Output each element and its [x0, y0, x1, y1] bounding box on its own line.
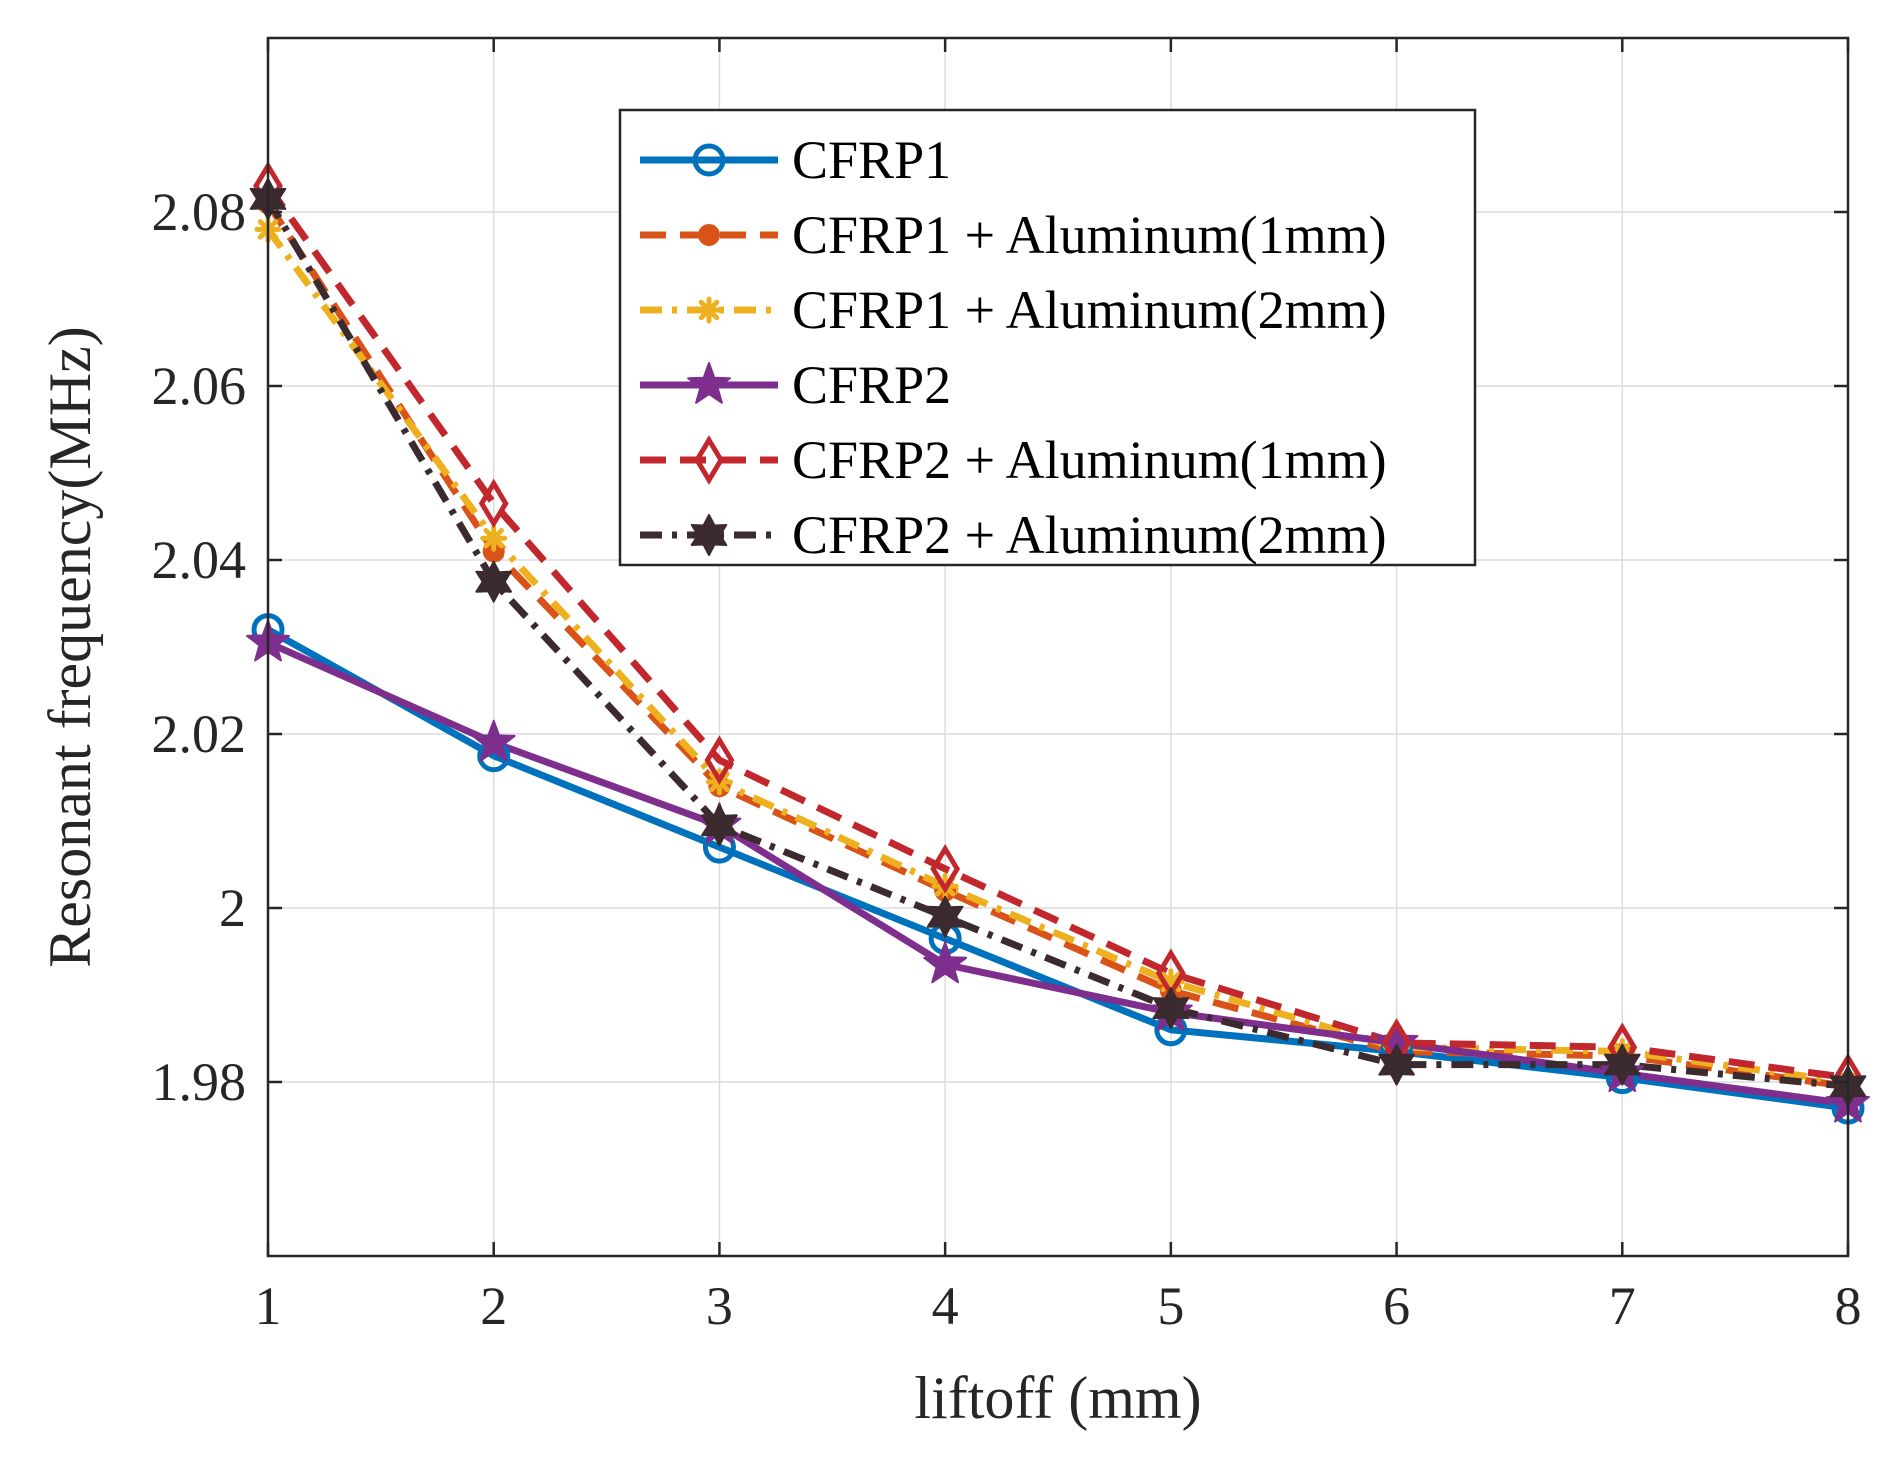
- legend-marker: [690, 514, 728, 556]
- data-point-series-6: [1604, 1043, 1641, 1086]
- series-line-6: [264, 197, 1849, 1090]
- x-tick-label: 6: [1383, 1276, 1410, 1336]
- series-markers: [246, 161, 1870, 1125]
- data-point-series-4: [923, 941, 968, 984]
- legend-entry: CFRP1 + Aluminum(2mm): [640, 280, 1387, 340]
- data-point-series-4: [471, 719, 516, 762]
- legend-label: CFRP1 + Aluminum(2mm): [792, 280, 1387, 340]
- y-tick-label: 2: [219, 878, 246, 938]
- data-point-series-5: [478, 478, 509, 529]
- series-line-1: [266, 626, 1849, 1112]
- legend-marker: [698, 224, 720, 246]
- x-tick-label: 7: [1609, 1276, 1636, 1336]
- legend-marker: [692, 143, 726, 177]
- legend-label: CFRP2 + Aluminum(2mm): [792, 505, 1387, 565]
- data-point-series-6: [1152, 987, 1190, 1030]
- data-point-series-5: [704, 735, 735, 785]
- legend: CFRP1 CFRP1 + Aluminum(1mm) CFRP1 + Alumin…: [618, 108, 1477, 567]
- data-point-series-6: [475, 560, 512, 603]
- legend-entry: CFRP2 + Aluminum(1mm): [640, 430, 1387, 490]
- y-axis-title: Resonant frequency(MHz): [37, 326, 103, 967]
- x-tick-label: 3: [706, 1276, 733, 1336]
- axis-ticks: [266, 38, 1850, 1256]
- data-point-series-6: [926, 895, 964, 938]
- y-tick-label: 2.08: [152, 182, 247, 242]
- series-line-3: [265, 227, 1849, 1086]
- y-tick-label: 1.98: [152, 1052, 247, 1112]
- series-line-5: [265, 183, 1849, 1082]
- legend-label: CFRP1 + Aluminum(1mm): [792, 205, 1387, 265]
- x-tick-label: 2: [480, 1276, 507, 1336]
- legend-entry: CFRP2 + Aluminum(2mm): [640, 505, 1387, 565]
- data-point-series-3: [480, 524, 508, 552]
- legend-marker: [687, 362, 731, 404]
- x-tick-label: 4: [932, 1276, 959, 1336]
- y-tick-label: 2.06: [152, 356, 247, 416]
- x-tick-label: 5: [1157, 1276, 1184, 1336]
- x-axis-title: liftoff (mm): [914, 1365, 1201, 1431]
- x-tick-label: 8: [1835, 1276, 1862, 1336]
- series-line-4: [266, 639, 1849, 1108]
- legend-label: CFRP1: [792, 130, 951, 190]
- legend-label: CFRP2 + Aluminum(1mm): [792, 430, 1387, 490]
- legend-entry: CFRP2: [640, 355, 951, 415]
- data-point-series-6: [1378, 1043, 1415, 1086]
- legend-marker: [695, 296, 723, 324]
- plot-frame: [266, 36, 1850, 1258]
- legend-marker: [694, 435, 724, 485]
- series-line-2: [265, 201, 1849, 1090]
- legend-box: [618, 108, 1477, 567]
- series-lines: [264, 183, 1849, 1112]
- x-tick-label: 1: [255, 1276, 282, 1336]
- data-point-series-5: [930, 843, 961, 894]
- x-tick-labels: 1 2 3 4 5 6 7 8: [255, 1276, 1862, 1336]
- legend-label: CFRP2: [792, 355, 951, 415]
- legend-entry: CFRP1: [640, 130, 951, 190]
- y-tick-labels: 1.98 2 2.02 2.04 2.06 2.08: [152, 182, 247, 1112]
- data-point-series-6: [701, 804, 738, 847]
- y-tick-label: 2.04: [152, 530, 247, 590]
- y-tick-label: 2.02: [152, 704, 247, 764]
- legend-entry: CFRP1 + Aluminum(1mm): [640, 205, 1387, 265]
